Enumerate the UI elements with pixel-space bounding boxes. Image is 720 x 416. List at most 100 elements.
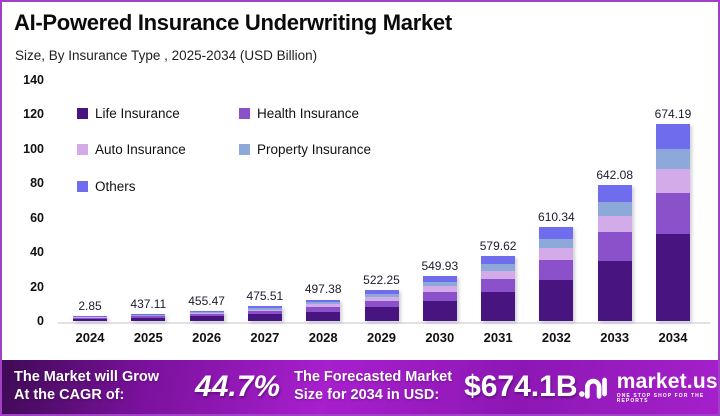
bar-segment [422, 286, 457, 292]
bar-segment [422, 301, 457, 321]
bar-segment [364, 307, 399, 321]
brand-logo: market.us ONE STOP SHOP FOR THE REPORTS [578, 370, 720, 404]
legend-label: Others [95, 179, 136, 194]
bar-segment [481, 270, 516, 279]
stacked-bar-2025 [131, 313, 166, 321]
bar-segment [306, 302, 341, 305]
y-axis-tick-label: 20 [30, 279, 44, 294]
chart-area: AI-Powered Insurance Underwriting Market… [2, 2, 718, 362]
bar-value-label: 642.08 [596, 167, 634, 182]
bar-segment [364, 293, 399, 298]
bar-segment [247, 308, 282, 310]
bar-segment [247, 314, 282, 321]
legend-item-property-insurance: Property Insurance [239, 142, 371, 157]
bar-segment [597, 202, 632, 216]
bar-segment [481, 292, 516, 321]
y-axis-tick-label: 60 [30, 210, 44, 225]
footer-banner: The Market will Grow At the CAGR of: 44.… [2, 360, 718, 414]
legend-label: Property Insurance [257, 142, 372, 157]
bar-segment [73, 317, 107, 318]
stacked-bar-2033 [597, 184, 632, 321]
bar-value-label: 2.85 [78, 299, 102, 314]
bar-segment [189, 310, 224, 313]
x-axis-tick-label: 2027 [250, 330, 280, 345]
stacked-bar-2032 [539, 226, 574, 321]
bar-segment [539, 226, 574, 240]
bar-segment [131, 313, 166, 315]
bar-segment [539, 248, 574, 260]
bar-segment [189, 313, 224, 315]
bar-value-label: 549.93 [421, 258, 459, 273]
x-axis-tick-label: 2033 [600, 330, 630, 345]
forecast-value: $674.1B [464, 370, 578, 403]
bar-value-label: 674.19 [654, 106, 692, 121]
bar-value-label: 522.25 [363, 272, 400, 287]
bar-segment [131, 314, 166, 316]
legend-label: Life Insurance [95, 106, 180, 121]
x-axis-tick-label: 2029 [367, 330, 396, 345]
cagr-label-line2: At the CAGR of: [14, 387, 125, 403]
x-axis-tick-label: 2032 [541, 330, 571, 345]
bar-segment [73, 318, 107, 321]
bar-segment [422, 281, 457, 287]
bar-segment [73, 317, 107, 319]
brand-name: market.us [616, 369, 718, 393]
forecast-label: The Forecasted Market Size for 2034 in U… [294, 369, 452, 404]
bar-segment [247, 311, 282, 315]
market-us-logo-icon [578, 377, 607, 399]
bar-segment [131, 317, 166, 321]
bar-segment [656, 123, 690, 150]
bar-segment [656, 169, 690, 193]
bar-segment [539, 279, 574, 321]
legend-item-others: Others [77, 179, 136, 194]
bar-segment [131, 315, 166, 317]
bar-segment [189, 316, 224, 321]
legend-swatch-others [77, 181, 88, 192]
bar-segment [539, 259, 574, 280]
bar-segment [656, 149, 690, 170]
bar-segment [422, 276, 457, 282]
brand-text: market.us ONE STOP SHOP FOR THE REPORTS [617, 371, 720, 404]
stacked-bar-2028 [306, 299, 341, 321]
bar-segment [189, 314, 224, 317]
bar-segment [306, 311, 341, 321]
x-axis-tick-label: 2028 [308, 330, 338, 345]
page-subtitle: Size, By Insurance Type , 2025-2034 (USD… [15, 48, 318, 63]
bar-segment [597, 216, 632, 233]
bar-segment [189, 312, 224, 314]
x-axis-tick-label: 2024 [75, 330, 105, 345]
legend-swatch-auto-insurance [77, 144, 88, 155]
bar-segment [247, 306, 282, 309]
bar-value-label: 455.47 [188, 293, 225, 308]
y-axis-tick-label: 140 [23, 73, 44, 87]
cagr-label-line1: The Market will Grow [14, 369, 160, 386]
legend-item-life-insurance: Life Insurance [77, 106, 180, 121]
x-axis-tick-label: 2025 [133, 330, 163, 345]
legend-item-health-insurance: Health Insurance [239, 106, 359, 121]
bar-segment [306, 299, 341, 303]
legend-swatch-health-insurance [239, 108, 250, 119]
bar-segment [131, 316, 166, 318]
legend-label: Health Insurance [257, 106, 360, 121]
bar-segment [364, 300, 399, 308]
x-axis-line [58, 322, 710, 324]
bar-segment [422, 291, 457, 302]
bar-segment [364, 297, 399, 301]
bar-segment [481, 255, 516, 265]
bar-segment [364, 289, 399, 294]
legend-label: Auto Insurance [95, 142, 186, 157]
legend-swatch-life-insurance [77, 108, 88, 119]
y-axis-tick-label: 80 [30, 176, 44, 191]
stacked-bar-2030 [422, 276, 457, 321]
x-axis-tick-label: 2034 [658, 330, 688, 345]
stacked-bar-2031 [481, 255, 516, 321]
bar-segment [597, 184, 632, 203]
bar-segment [481, 278, 516, 293]
forecast-label-line1: The Forecasted Market [294, 369, 453, 386]
x-axis-tick-label: 2026 [192, 330, 222, 345]
bar-segment [247, 309, 282, 312]
y-axis-tick-label: 0 [37, 314, 44, 328]
bar-segment [656, 234, 690, 321]
forecast-label-line2: Size for 2034 in USD: [294, 387, 440, 403]
